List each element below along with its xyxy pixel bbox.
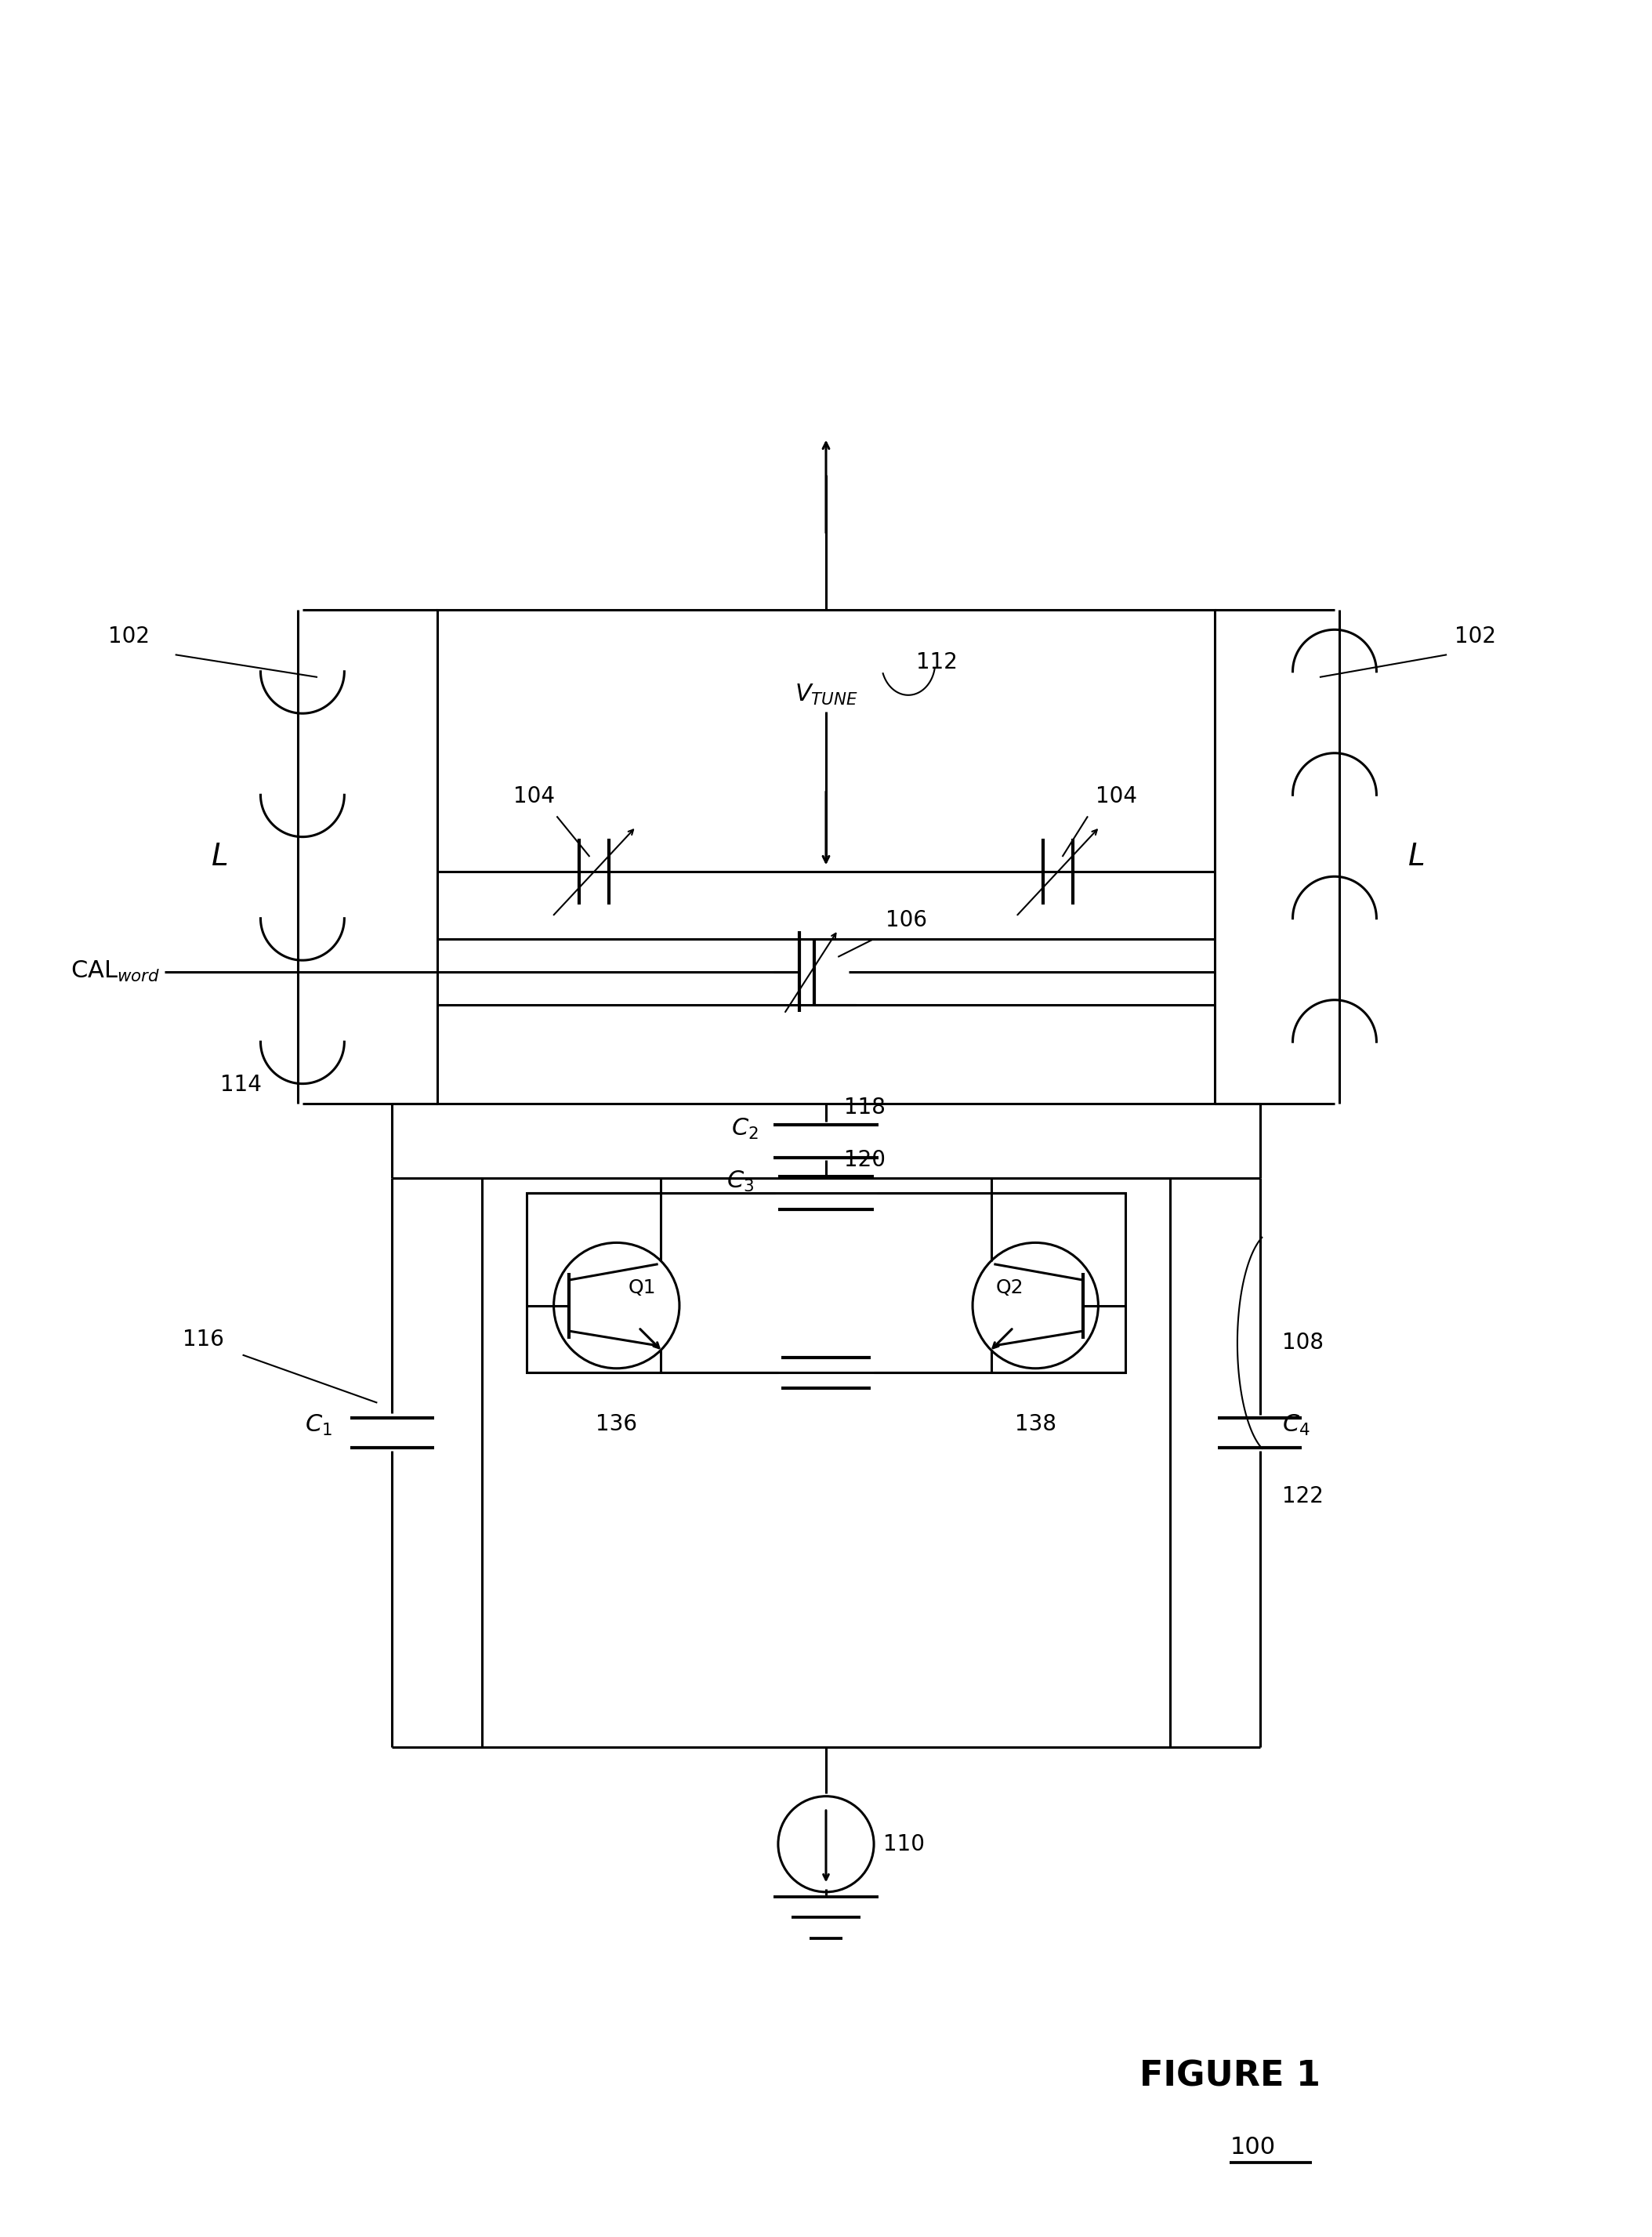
Text: 104: 104 — [1095, 785, 1137, 808]
Text: 120: 120 — [844, 1150, 885, 1170]
Text: 110: 110 — [882, 1832, 925, 1854]
Text: FIGURE 1: FIGURE 1 — [1140, 2060, 1320, 2094]
Text: L: L — [1409, 841, 1426, 872]
Text: 112: 112 — [915, 651, 957, 673]
Text: 108: 108 — [1282, 1331, 1323, 1353]
Bar — [482, 1179, 1170, 1747]
Text: 138: 138 — [1014, 1414, 1056, 1436]
Text: 118: 118 — [844, 1096, 885, 1118]
Text: 122: 122 — [1282, 1485, 1323, 1508]
Bar — [527, 1192, 1125, 1374]
Text: $V_{TUNE}$: $V_{TUNE}$ — [795, 682, 857, 707]
Text: 106: 106 — [885, 910, 927, 931]
Text: Q2: Q2 — [996, 1277, 1024, 1297]
Text: 136: 136 — [596, 1414, 638, 1436]
Text: CAL$_{word}$: CAL$_{word}$ — [71, 960, 160, 984]
Text: 116: 116 — [183, 1329, 225, 1351]
Text: $C_2$: $C_2$ — [732, 1116, 758, 1141]
Text: 104: 104 — [514, 785, 555, 808]
Text: 114: 114 — [220, 1074, 261, 1096]
Text: 102: 102 — [1454, 626, 1495, 646]
Bar — [438, 611, 1214, 1103]
Text: $C_3$: $C_3$ — [727, 1170, 755, 1195]
Text: $C_4$: $C_4$ — [1282, 1414, 1310, 1438]
Text: Q1: Q1 — [628, 1277, 656, 1297]
Text: 100: 100 — [1229, 2136, 1275, 2159]
Text: $C_1$: $C_1$ — [306, 1414, 332, 1438]
Text: L: L — [211, 841, 228, 872]
Text: 102: 102 — [107, 626, 150, 646]
